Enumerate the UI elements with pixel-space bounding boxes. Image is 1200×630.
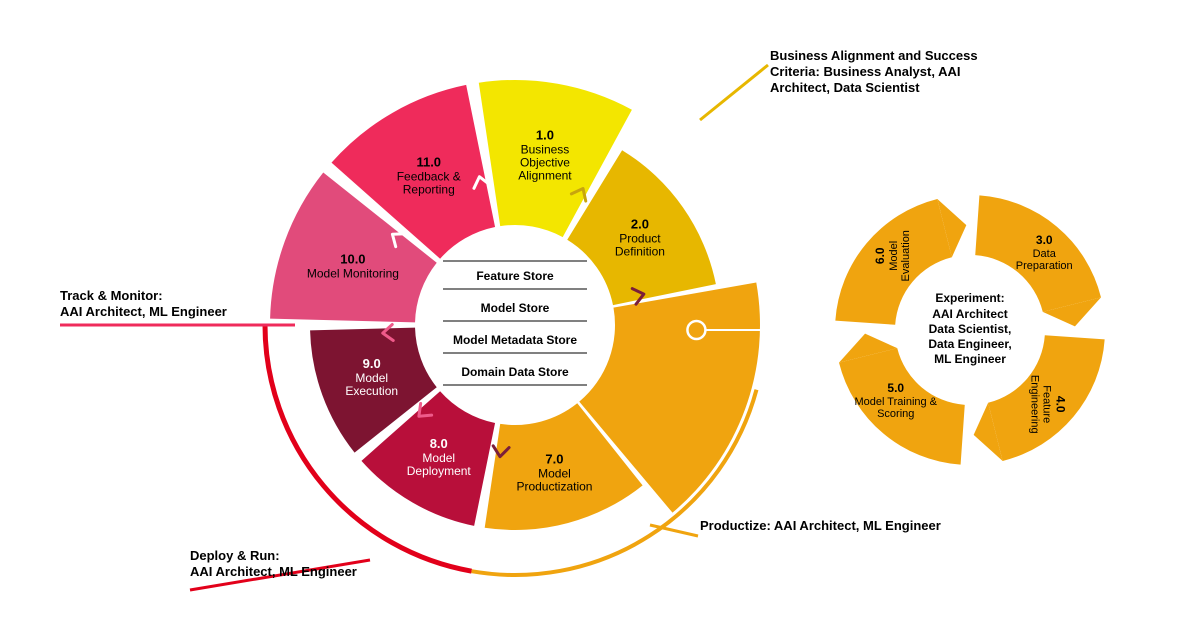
callout-prod-line-0: Productize: AAI Architect, ML Engineer: [700, 518, 941, 533]
seg-num-11.0: 11.0: [416, 155, 441, 170]
main-center: [417, 227, 613, 423]
svg-text:Data: Data: [1033, 248, 1057, 260]
callout-track-line-0: Track & Monitor:: [60, 288, 163, 303]
svg-text:6.0: 6.0: [873, 247, 887, 264]
callout-biz-line-1: Criteria: Business Analyst, AAI: [770, 64, 960, 79]
svg-text:Model Training &: Model Training &: [854, 396, 937, 408]
seg-num-1.0: 1.0: [536, 128, 554, 143]
seg-label-11.0-0: Feedback &: [397, 170, 461, 184]
center-store-2: Model Metadata Store: [453, 333, 577, 347]
seg-label-1.0-0: Business: [521, 143, 570, 157]
seg-label-2.0-1: Definition: [615, 245, 665, 259]
seg-label-2.0-0: Product: [619, 232, 661, 246]
callout-biz-line-2: Architect, Data Scientist: [770, 80, 920, 95]
callout-track-line-1: AAI Architect, ML Engineer: [60, 304, 227, 319]
seg-label-9.0-0: Model: [355, 371, 388, 385]
callout-deploy-line-0: Deploy & Run:: [190, 548, 280, 563]
svg-text:Preparation: Preparation: [1016, 260, 1073, 272]
exp-center-line-2: Data Engineer,: [928, 337, 1011, 351]
seg-num-9.0: 9.0: [363, 356, 381, 371]
svg-text:Evaluation: Evaluation: [900, 230, 912, 281]
seg-label-7.0-0: Model: [538, 466, 571, 480]
seg-label-9.0-1: Execution: [345, 384, 398, 398]
svg-text:Model: Model: [888, 241, 900, 271]
svg-text:4.0: 4.0: [1053, 396, 1067, 413]
seg-num-8.0: 8.0: [430, 436, 448, 451]
seg-label-1.0-1: Objective: [520, 156, 570, 170]
callout-deploy-line-1: AAI Architect, ML Engineer: [190, 564, 357, 579]
seg-num-10.0: 10.0: [340, 252, 365, 267]
center-store-0: Feature Store: [476, 269, 554, 283]
svg-text:Engineering: Engineering: [1028, 375, 1040, 434]
exp-center-line-0: AAI Architect: [932, 307, 1008, 321]
exp-center-line-3: ML Engineer: [934, 352, 1006, 366]
seg-label-8.0-1: Deployment: [407, 464, 472, 478]
svg-text:3.0: 3.0: [1036, 233, 1053, 247]
seg-num-7.0: 7.0: [545, 451, 563, 466]
seg-label-1.0-2: Alignment: [518, 169, 572, 183]
callout-line-biz: [700, 65, 768, 120]
seg-label-10.0-0: Model Monitoring: [307, 267, 399, 281]
center-store-1: Model Store: [481, 301, 550, 315]
seg-label-7.0-1: Productization: [516, 479, 592, 493]
seg-num-2.0: 2.0: [631, 217, 649, 232]
center-store-3: Domain Data Store: [461, 365, 569, 379]
seg-label-8.0-0: Model: [422, 451, 455, 465]
svg-text:Feature: Feature: [1040, 385, 1052, 423]
seg-label-11.0-1: Reporting: [403, 183, 455, 197]
callout-biz-line-0: Business Alignment and Success: [770, 48, 978, 63]
svg-text:Scoring: Scoring: [877, 408, 914, 420]
exp-center-title: Experiment:: [935, 291, 1004, 305]
svg-text:5.0: 5.0: [887, 381, 904, 395]
exp-center-line-1: Data Scientist,: [929, 322, 1012, 336]
